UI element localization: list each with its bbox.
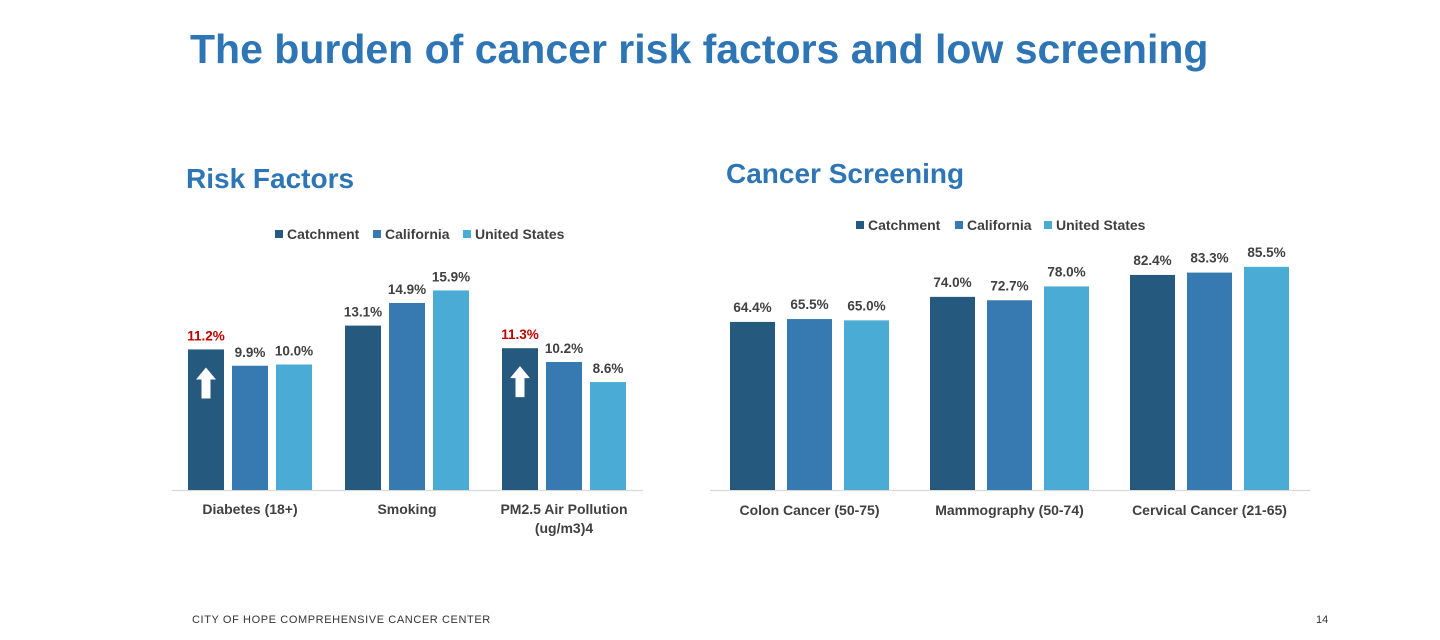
risk-bar-diabetes-18-united-states: [276, 364, 312, 490]
risk-data-label-diabetes-18-catchment: 11.2%: [187, 328, 225, 343]
screen-bar-colon-cancer-50-75-catchment: [730, 321, 775, 490]
cancer-screening-title: Cancer Screening: [726, 158, 965, 189]
risk-bar-smoking-california: [389, 303, 425, 490]
screen-data-label-colon-cancer-50-75-united-states: 65.0%: [847, 298, 885, 313]
screen-data-label-cervical-cancer-21-65-california: 83.3%: [1190, 251, 1228, 266]
risk-category-label-diabetes-18: Diabetes (18+): [202, 501, 297, 517]
screen-legend-label-united-states: United States: [1056, 217, 1146, 233]
screen-data-label-cervical-cancer-21-65-united-states: 85.5%: [1247, 245, 1285, 260]
slide-title: The burden of cancer risk factors and lo…: [190, 26, 1209, 72]
risk-chart: Catchment California United States 11.2% 9.9…: [172, 226, 643, 536]
risk-data-label-pm2-5-air-pollution-ug-m3-4-united-states: 8.6%: [593, 361, 624, 376]
screen-bar-colon-cancer-50-75-united-states: [844, 320, 889, 490]
footer-text: CITY OF HOPE COMPREHENSIVE CANCER CENTER: [192, 614, 491, 626]
risk-factors-title: Risk Factors: [186, 163, 355, 194]
risk-legend-swatch-catchment: [275, 230, 283, 238]
risk-up-arrow-icon-diabetes-18: [196, 367, 216, 399]
screen-legend-swatch-california: [955, 221, 963, 229]
risk-up-arrow-icon-pm2-5-air-pollution-ug-m3-4: [510, 366, 530, 398]
risk-data-label-pm2-5-air-pollution-ug-m3-4-california: 10.2%: [545, 341, 583, 356]
page-number: 14: [1316, 614, 1329, 626]
risk-legend-swatch-california: [373, 230, 381, 238]
screen-data-label-mammography-50-74-catchment: 74.0%: [933, 275, 971, 290]
screen-category-label-colon-cancer-50-75: Colon Cancer (50-75): [739, 502, 879, 518]
screen-legend-label-catchment: Catchment: [868, 217, 941, 233]
screen-data-label-mammography-50-74-united-states: 78.0%: [1047, 264, 1085, 279]
risk-data-label-diabetes-18-united-states: 10.0%: [275, 344, 313, 359]
screen-bar-mammography-50-74-united-states: [1044, 286, 1089, 490]
risk-category-label-pm2-5-air-pollution-ug-m3-4: PM2.5 Air Pollution (ug/m3)4: [500, 501, 627, 536]
risk-legend-swatch-united-states: [463, 230, 471, 238]
risk-data-label-smoking-california: 14.9%: [388, 282, 426, 297]
screen-data-label-cervical-cancer-21-65-catchment: 82.4%: [1133, 253, 1171, 268]
risk-category-label-smoking: Smoking: [377, 501, 436, 517]
screen-bar-mammography-50-74-california: [987, 300, 1032, 490]
risk-legend-label-united-states: United States: [475, 226, 565, 242]
risk-bar-smoking-catchment: [345, 325, 381, 490]
risk-data-label-pm2-5-air-pollution-ug-m3-4-catchment: 11.3%: [501, 327, 539, 342]
screen-bar-cervical-cancer-21-65-catchment: [1130, 274, 1175, 490]
risk-legend-label-catchment: Catchment: [287, 226, 360, 242]
screen-category-label-mammography-50-74: Mammography (50-74): [935, 502, 1084, 518]
screen-bar-colon-cancer-50-75-california: [787, 319, 832, 490]
screen-legend-swatch-catchment: [856, 221, 864, 229]
risk-data-label-diabetes-18-california: 9.9%: [235, 345, 266, 360]
screen-data-label-colon-cancer-50-75-catchment: 64.4%: [733, 300, 771, 315]
screen-data-label-colon-cancer-50-75-california: 65.5%: [790, 297, 828, 312]
screen-chart: Catchment California United States 64.4% 65.…: [710, 217, 1310, 518]
risk-data-label-smoking-united-states: 15.9%: [432, 269, 470, 284]
risk-bar-smoking-united-states: [433, 290, 469, 490]
risk-bar-pm2-5-air-pollution-ug-m3-4-united-states: [590, 382, 626, 490]
screen-data-label-mammography-50-74-california: 72.7%: [990, 278, 1028, 293]
screen-category-label-cervical-cancer-21-65: Cervical Cancer (21-65): [1132, 502, 1287, 518]
screen-bar-cervical-cancer-21-65-california: [1187, 272, 1232, 490]
screen-legend-label-california: California: [967, 217, 1032, 233]
risk-bar-pm2-5-air-pollution-ug-m3-4-california: [546, 361, 582, 490]
risk-bar-diabetes-18-california: [232, 365, 268, 490]
screen-bar-mammography-50-74-catchment: [930, 296, 975, 490]
risk-legend-label-california: California: [385, 226, 450, 242]
risk-data-label-smoking-catchment: 13.1%: [344, 305, 382, 320]
screen-bar-cervical-cancer-21-65-united-states: [1244, 266, 1289, 490]
screen-legend-swatch-united-states: [1044, 221, 1052, 229]
